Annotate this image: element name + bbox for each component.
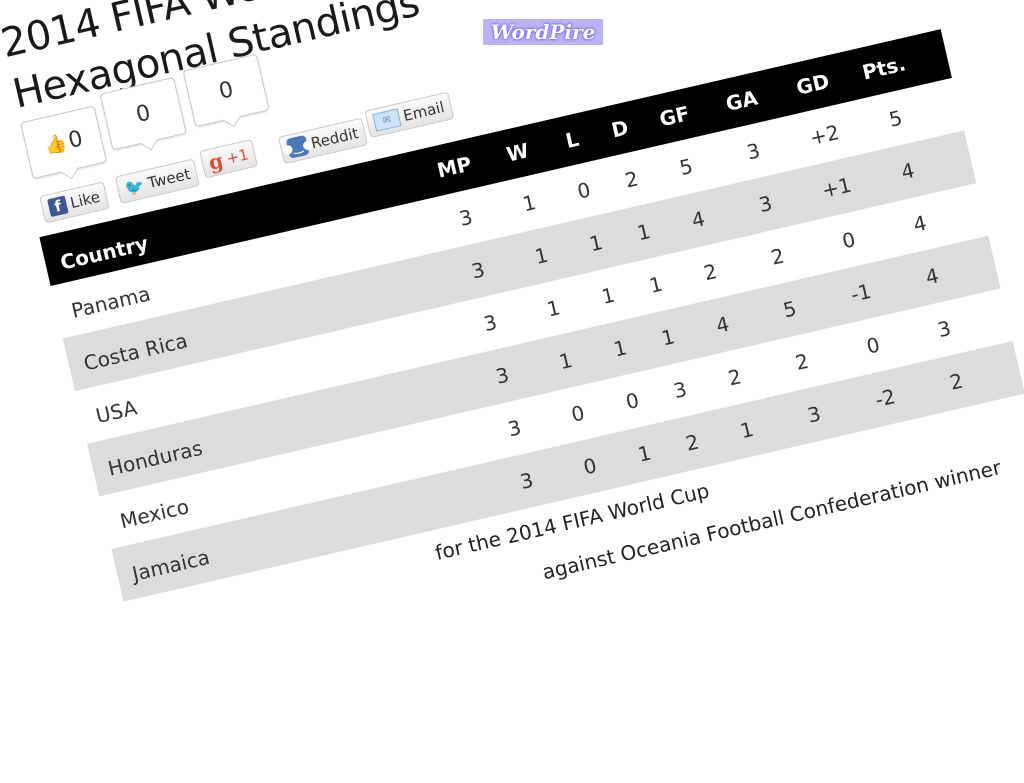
cell-gf: 4 bbox=[689, 206, 708, 233]
cell-ga: 2 bbox=[793, 348, 811, 375]
envelope-icon: ✉ bbox=[372, 108, 402, 132]
cell-gd: -2 bbox=[872, 384, 898, 413]
reddit-button[interactable]: ●‿● Reddit bbox=[277, 117, 369, 165]
standings-table: Country MP W L D GF GA GD Pts. Panama 3 1 0 2 5 3 +2 5 Co… bbox=[39, 29, 1024, 602]
like-label: Like bbox=[68, 187, 102, 213]
cell-ga: 3 bbox=[744, 138, 763, 165]
cell-w: 0 bbox=[581, 453, 599, 480]
cell-mp: 3 bbox=[481, 309, 500, 337]
cell-l: 1 bbox=[587, 230, 605, 257]
column-header-ga: GA bbox=[723, 85, 760, 117]
cell-ga: 5 bbox=[780, 296, 799, 323]
cell-gd: -1 bbox=[848, 278, 874, 307]
column-header-d: D bbox=[609, 115, 631, 143]
cell-l: 1 bbox=[635, 440, 654, 467]
column-header-w: W bbox=[504, 138, 532, 167]
like-count: 0 bbox=[65, 125, 86, 154]
column-header-l: L bbox=[563, 126, 582, 154]
cell-d: 1 bbox=[634, 219, 653, 246]
cell-mp: 3 bbox=[517, 467, 536, 494]
country-name: Mexico bbox=[117, 494, 192, 534]
cell-l: 0 bbox=[623, 387, 642, 415]
country-name: USA bbox=[93, 395, 140, 429]
column-header-pts: Pts. bbox=[859, 51, 908, 85]
cell-pts: 4 bbox=[898, 158, 917, 185]
cell-l: 1 bbox=[599, 282, 618, 309]
cell-pts: 4 bbox=[923, 263, 941, 290]
cell-l: 1 bbox=[611, 335, 630, 362]
column-header-gd: GD bbox=[794, 68, 832, 100]
facebook-icon: f bbox=[47, 195, 69, 218]
cell-ga: 3 bbox=[805, 401, 824, 428]
wordpire-watermark-logo: WordPire bbox=[483, 19, 603, 45]
email-button[interactable]: ✉ Email bbox=[364, 91, 455, 139]
cell-gd: +1 bbox=[819, 172, 854, 203]
cell-pts: 3 bbox=[935, 315, 954, 343]
country-name: Jamaica bbox=[129, 544, 212, 586]
cell-d: 2 bbox=[683, 429, 702, 456]
cell-w: 1 bbox=[544, 295, 563, 322]
column-header-mp: MP bbox=[434, 151, 474, 183]
facebook-like-button[interactable]: f Like bbox=[39, 181, 110, 224]
cell-pts: 4 bbox=[911, 210, 929, 237]
cell-d: 1 bbox=[646, 271, 665, 298]
thumbs-up-icon: 👍 bbox=[42, 131, 70, 157]
country-name: Honduras bbox=[105, 435, 205, 481]
cell-w: 1 bbox=[520, 190, 539, 217]
cell-w: 0 bbox=[568, 400, 587, 427]
cell-pts: 5 bbox=[886, 105, 905, 132]
cell-l: 0 bbox=[574, 177, 593, 204]
cell-ga: 3 bbox=[756, 190, 775, 218]
tweet-button[interactable]: 🐦 Tweet bbox=[114, 158, 201, 205]
cell-gf: 4 bbox=[713, 311, 732, 338]
reddit-alien-icon: ●‿● bbox=[281, 134, 315, 159]
cell-gf: 1 bbox=[737, 416, 756, 444]
cell-gf: 5 bbox=[677, 153, 696, 181]
tweet-count: 0 bbox=[133, 99, 153, 128]
like-counter: 👍 0 bbox=[20, 105, 108, 180]
email-label: Email bbox=[401, 98, 447, 125]
tweet-label: Tweet bbox=[145, 164, 193, 193]
column-header-gf: GF bbox=[657, 101, 692, 132]
cell-ga: 2 bbox=[768, 243, 787, 270]
twitter-bird-icon: 🐦 bbox=[122, 175, 147, 199]
cell-d: 3 bbox=[671, 376, 690, 404]
cell-gf: 2 bbox=[701, 259, 720, 286]
google-plus-icon: g bbox=[206, 148, 226, 175]
cell-mp: 3 bbox=[493, 362, 512, 389]
cell-mp: 3 bbox=[469, 257, 487, 284]
gplus-count: 0 bbox=[216, 76, 236, 105]
cell-gf: 2 bbox=[725, 364, 744, 391]
cell-gd: 0 bbox=[839, 227, 858, 254]
gplus-button[interactable]: g +1 bbox=[199, 138, 259, 179]
cell-mp: 3 bbox=[505, 415, 524, 442]
gplus-label: +1 bbox=[224, 145, 251, 168]
country-name: Panama bbox=[69, 281, 153, 323]
cell-w: 1 bbox=[532, 242, 551, 269]
cell-d: 2 bbox=[622, 166, 641, 193]
cell-w: 1 bbox=[556, 347, 575, 375]
cell-gd: +2 bbox=[807, 119, 842, 150]
cell-pts: 2 bbox=[947, 368, 966, 395]
reddit-label: Reddit bbox=[309, 124, 361, 153]
cell-d: 1 bbox=[659, 324, 677, 351]
cell-gd: 0 bbox=[864, 332, 882, 359]
cell-mp: 3 bbox=[457, 204, 475, 231]
